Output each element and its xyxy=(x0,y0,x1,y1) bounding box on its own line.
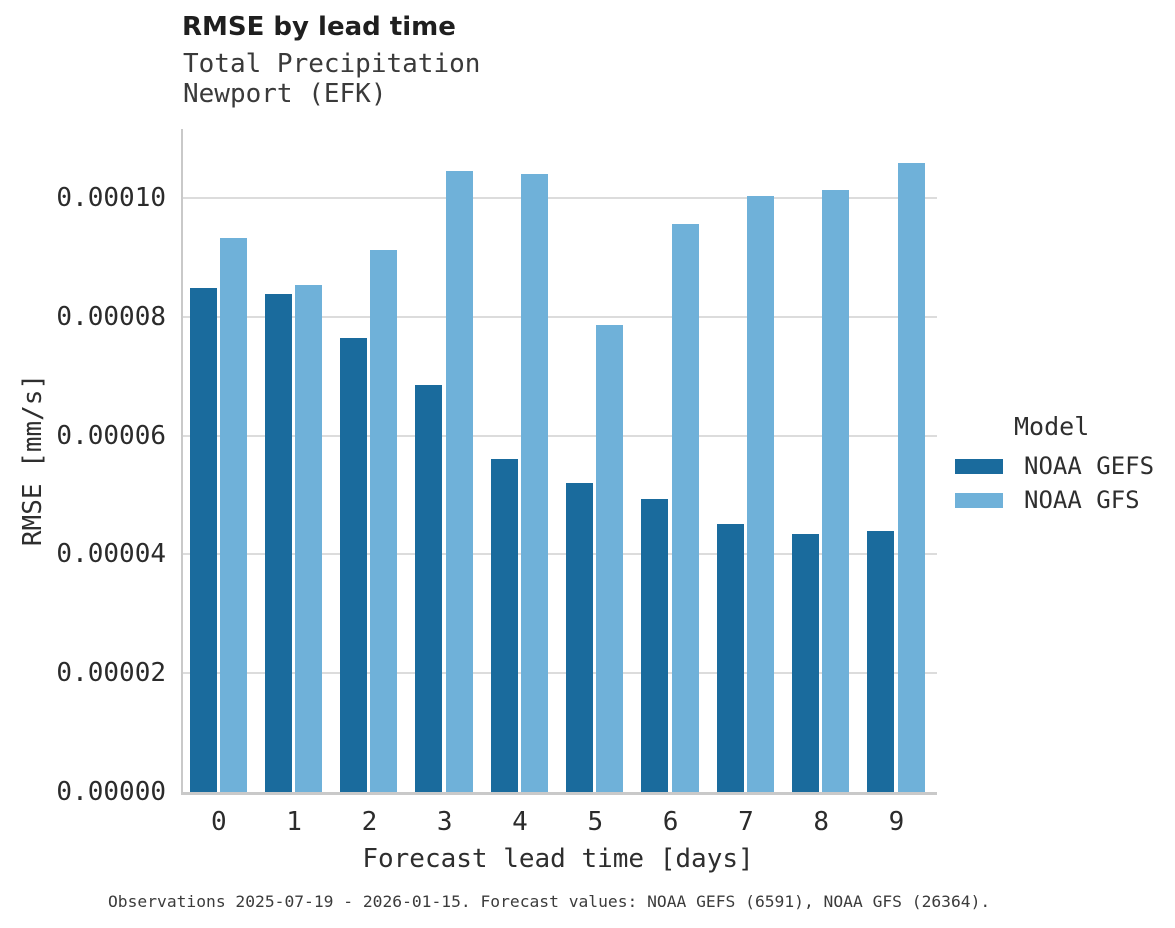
x-tick-label: 3 xyxy=(436,807,453,837)
bar-noaa-gefs-lead-9 xyxy=(867,530,895,792)
y-tick-label: 0.00000 xyxy=(56,777,166,807)
y-tick-label: 0.00010 xyxy=(56,182,166,213)
legend-entry-gefs: NOAA GEFS xyxy=(953,452,1154,480)
y-axis-spine xyxy=(181,129,183,794)
bar-noaa-gefs-lead-7 xyxy=(716,524,744,792)
x-tick-label: 7 xyxy=(738,807,754,837)
bar-noaa-gfs-lead-7 xyxy=(746,195,774,792)
y-axis-label: RMSE [mm/s] xyxy=(18,373,48,547)
gridline-y xyxy=(183,434,937,437)
chart-subtitle-variable: Total Precipitation xyxy=(183,49,481,79)
bar-noaa-gfs-lead-4 xyxy=(521,173,548,792)
bar-noaa-gefs-lead-8 xyxy=(791,534,819,792)
chart-subtitle-station: Newport (EFK) xyxy=(183,79,387,109)
bar-noaa-gefs-lead-2 xyxy=(340,338,368,792)
legend-label-gefs: NOAA GEFS xyxy=(1024,452,1155,480)
x-tick-label: 6 xyxy=(662,807,679,837)
legend-title: Model xyxy=(1014,412,1090,441)
legend: Model NOAA GEFS NOAA GFS xyxy=(953,412,1154,514)
legend-swatch-gfs xyxy=(955,492,1003,508)
bar-noaa-gfs-lead-0 xyxy=(219,238,247,792)
x-axis-spine xyxy=(181,792,937,795)
bar-noaa-gfs-lead-1 xyxy=(295,285,323,792)
gridline-y xyxy=(183,315,937,318)
bar-noaa-gefs-lead-5 xyxy=(566,483,593,792)
chart-title: RMSE by lead time xyxy=(182,12,456,42)
bar-noaa-gefs-lead-3 xyxy=(415,385,443,792)
bar-noaa-gfs-lead-5 xyxy=(596,324,624,792)
legend-label-gfs: NOAA GFS xyxy=(1024,486,1140,514)
bar-noaa-gfs-lead-3 xyxy=(445,170,473,792)
y-tick-label: 0.00002 xyxy=(56,658,166,689)
x-tick-label: 1 xyxy=(286,807,302,837)
bar-noaa-gefs-lead-0 xyxy=(189,288,217,792)
bar-noaa-gefs-lead-1 xyxy=(264,294,292,792)
x-tick-label: 9 xyxy=(888,807,905,837)
legend-swatch-gefs xyxy=(955,458,1003,474)
plot-area xyxy=(183,128,937,792)
bar-noaa-gefs-lead-4 xyxy=(490,459,518,792)
x-tick-label: 5 xyxy=(587,807,604,837)
y-tick-label: 0.00008 xyxy=(56,301,166,332)
x-tick-label: 0 xyxy=(210,807,227,837)
x-tick-label: 2 xyxy=(361,807,378,837)
bar-noaa-gfs-lead-9 xyxy=(897,162,925,792)
gridline-y xyxy=(183,196,937,199)
x-tick-label: 4 xyxy=(512,807,528,837)
y-tick-label: 0.00006 xyxy=(56,420,166,451)
bar-noaa-gfs-lead-6 xyxy=(671,224,699,792)
x-tick-label: 8 xyxy=(813,807,830,837)
gridline-y xyxy=(183,672,937,675)
bar-noaa-gefs-lead-6 xyxy=(641,499,669,792)
bar-noaa-gfs-lead-8 xyxy=(822,189,850,792)
x-axis-label: Forecast lead time [days] xyxy=(362,844,754,874)
caption: Observations 2025-07-19 - 2026-01-15. Fo… xyxy=(108,892,991,911)
legend-entry-gfs: NOAA GFS xyxy=(953,486,1154,514)
y-tick-label: 0.00004 xyxy=(56,539,166,570)
gridline-y xyxy=(183,553,937,556)
bar-noaa-gfs-lead-2 xyxy=(370,250,398,792)
